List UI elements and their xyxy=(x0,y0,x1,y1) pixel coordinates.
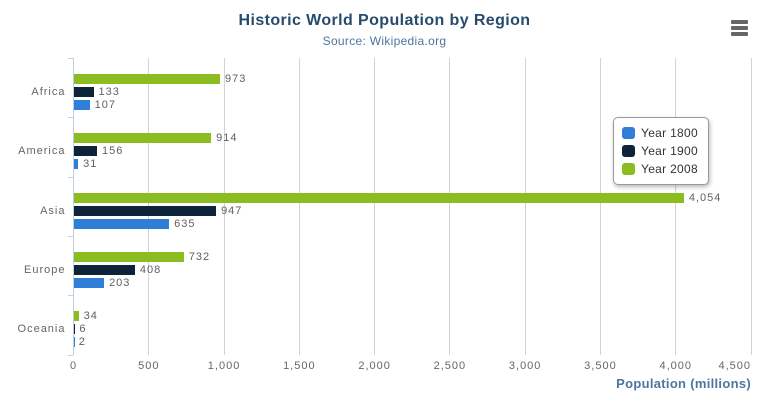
data-label: 973 xyxy=(224,73,247,85)
bar-year-1800-asia[interactable] xyxy=(73,218,170,229)
bar-year-2008-america[interactable] xyxy=(73,133,212,144)
legend-label: Year 1900 xyxy=(641,144,698,158)
data-label: 6 xyxy=(79,323,87,336)
x-tick-label: 3,500 xyxy=(584,360,617,372)
data-label: 408 xyxy=(139,263,162,276)
data-label: 31 xyxy=(83,158,98,171)
grid-line xyxy=(298,58,300,355)
category-axis-tick xyxy=(67,235,73,237)
bar-year-1900-asia[interactable] xyxy=(73,205,217,216)
data-label: 4,054 xyxy=(688,191,722,204)
category-axis-tick xyxy=(67,117,73,119)
x-tick-label: 1,500 xyxy=(283,360,316,372)
chart-title: Historic World Population by Region xyxy=(238,12,531,29)
grid-line xyxy=(449,58,451,355)
category-axis-tick xyxy=(67,176,73,178)
legend-swatch-icon xyxy=(622,127,635,139)
x-tick-label: 500 xyxy=(138,360,160,372)
bar-year-2008-oceania[interactable] xyxy=(73,311,79,322)
x-tick-label: 2,000 xyxy=(358,360,391,372)
category-axis-tick xyxy=(67,295,73,297)
legend-swatch-icon xyxy=(622,145,635,157)
bar-year-1800-africa[interactable] xyxy=(73,100,90,110)
x-tick-label: 1,000 xyxy=(207,360,241,372)
grid-line xyxy=(599,58,601,355)
x-axis-title: Population (millions) xyxy=(616,376,751,391)
bar-year-1800-europe[interactable] xyxy=(73,277,105,288)
data-label: 156 xyxy=(101,145,124,158)
bar-year-2008-asia[interactable] xyxy=(73,192,684,203)
grid-line xyxy=(223,58,225,355)
x-tick-label: 2,500 xyxy=(433,360,467,372)
data-label: 914 xyxy=(216,132,238,145)
legend-item-year-1800[interactable]: Year 1800 xyxy=(622,124,698,142)
bar-year-1900-oceania[interactable] xyxy=(73,324,75,335)
data-label: 203 xyxy=(109,276,131,289)
data-label: 635 xyxy=(174,217,196,230)
legend-item-year-1900[interactable]: Year 1900 xyxy=(622,142,698,160)
legend-item-year-2008[interactable]: Year 2008 xyxy=(622,160,698,178)
bar-year-1900-america[interactable] xyxy=(73,146,97,157)
data-label: 732 xyxy=(188,250,211,263)
chart-context-menu-button[interactable] xyxy=(727,17,751,39)
category-axis-tick xyxy=(67,354,73,356)
grid-line xyxy=(374,58,376,355)
data-label: 133 xyxy=(98,86,120,98)
bar-year-1900-africa[interactable] xyxy=(73,87,94,97)
category-label-asia: Asia xyxy=(40,204,66,217)
category-axis-line xyxy=(72,58,74,355)
category-label-oceania: Oceania xyxy=(17,323,66,336)
legend-label: Year 2008 xyxy=(641,162,698,176)
data-label: 2 xyxy=(78,336,86,349)
x-tick-label: 0 xyxy=(69,360,78,372)
category-label-america: America xyxy=(18,145,66,158)
bar-year-2008-africa[interactable] xyxy=(73,74,220,84)
category-axis-tick xyxy=(67,58,73,59)
legend-swatch-icon xyxy=(622,163,635,175)
category-label-europe: Europe xyxy=(24,263,66,276)
x-tick-label: 4,500 xyxy=(718,360,751,372)
legend: Year 1800 Year 1900 Year 2008 xyxy=(613,117,709,185)
category-label-africa: Africa xyxy=(31,86,66,98)
hamburger-icon xyxy=(730,20,748,36)
bar-year-1900-europe[interactable] xyxy=(73,264,135,275)
grid-line xyxy=(675,58,677,355)
data-label: 34 xyxy=(83,310,98,323)
data-label: 107 xyxy=(94,99,116,111)
bar-year-1800-america[interactable] xyxy=(73,159,79,170)
x-tick-label: 4,000 xyxy=(659,360,692,372)
bar-year-2008-europe[interactable] xyxy=(73,251,184,262)
x-tick-label: 3,000 xyxy=(508,360,542,372)
chart-subtitle: Source: Wikipedia.org xyxy=(322,34,447,48)
legend-label: Year 1800 xyxy=(641,126,698,140)
data-label: 947 xyxy=(221,204,243,217)
grid-line xyxy=(524,58,526,355)
grid-line xyxy=(750,58,752,355)
